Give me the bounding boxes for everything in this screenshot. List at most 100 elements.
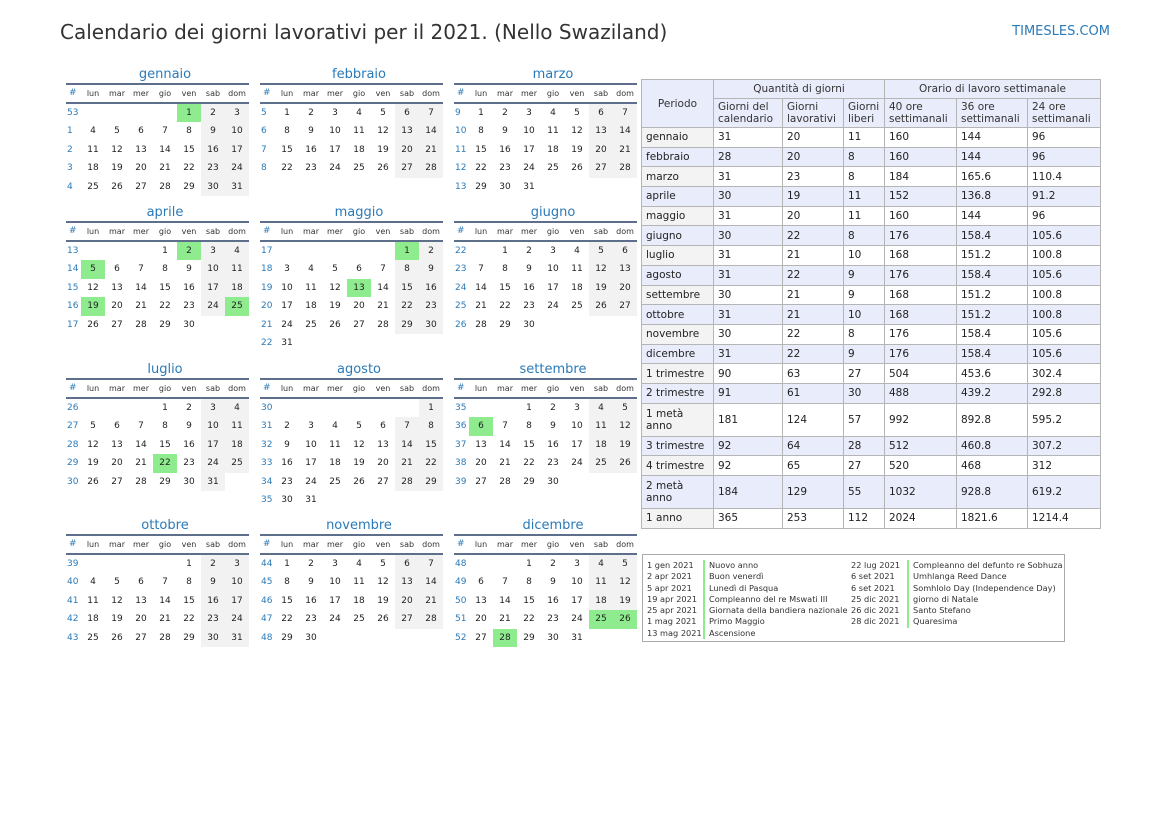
holiday-name: Nuovo anno	[703, 560, 758, 572]
day-cell: 24	[201, 297, 225, 316]
table-cell: 22	[782, 343, 844, 365]
table-cell: 31	[713, 127, 783, 148]
day-cell: 16	[281, 458, 293, 469]
day-cell: 13	[111, 439, 123, 450]
table-cell: 20	[782, 127, 844, 148]
table-cell: 144	[956, 146, 1028, 168]
empty-cell	[613, 316, 637, 335]
table-cell: 520	[884, 455, 957, 476]
empty-cell	[395, 334, 419, 353]
day-cell: 16	[523, 282, 535, 293]
day-cell: 13	[377, 439, 389, 450]
weekday-header: mar	[105, 85, 129, 104]
day-cell: 9	[308, 577, 314, 588]
month-days-grid: # lun mar mer gio ven sab dom 26 1 2 3 4 27 5 6 7 8 9 10 11 2…	[66, 378, 249, 491]
day-cell: 25	[353, 163, 365, 174]
day-cell: 9	[550, 421, 556, 432]
day-cell: 27	[111, 476, 123, 487]
day-cell: 1	[419, 398, 443, 417]
day-cell: 19	[111, 163, 123, 174]
holiday-day-cell: 25	[225, 297, 249, 316]
month-days-grid: # lun mar mer gio ven sab dom 35 1 2 3 4 5 36 6 7 8 9 10 11 1…	[454, 378, 637, 491]
day-cell: 21	[135, 301, 147, 312]
weekday-header: lun	[469, 85, 493, 104]
table-cell: 22	[782, 323, 844, 345]
day-cell: 24	[329, 614, 341, 625]
day-cell: 12	[329, 282, 341, 293]
weekday-header: mer	[129, 536, 153, 555]
day-cell: 30	[201, 177, 225, 196]
holiday-name: Primo Maggio	[703, 616, 765, 628]
week-number: 15	[67, 282, 79, 293]
table-cell: 181	[713, 402, 783, 437]
day-cell: 27	[395, 159, 419, 178]
week-number: 8	[261, 163, 267, 174]
table-cell: 176	[884, 343, 957, 365]
week-number-header: #	[66, 223, 81, 242]
day-cell: 1	[162, 402, 168, 413]
week-number: 44	[261, 558, 273, 569]
table-cell: 151.2	[956, 304, 1028, 325]
day-cell: 6	[356, 264, 362, 275]
day-cell: 1	[478, 107, 484, 118]
summary-row: giugno 30 22 8 176 158.4 105.6	[641, 225, 1101, 247]
week-number-header: #	[260, 85, 275, 104]
week-number: 52	[455, 632, 467, 643]
day-cell: 13	[135, 144, 147, 155]
day-cell: 9	[526, 264, 532, 275]
day-cell: 7	[478, 264, 484, 275]
day-cell: 29	[183, 181, 195, 192]
day-cell: 3	[225, 103, 249, 122]
day-cell: 25	[547, 163, 559, 174]
week-number: 13	[455, 181, 467, 192]
table-cell: 105.6	[1027, 343, 1101, 365]
day-cell: 11	[225, 417, 249, 436]
month-dicembre: dicembre # lun mar mer gio ven sab dom 48 1 2 3 4 5 49 6…	[454, 516, 637, 647]
day-cell: 6	[478, 577, 484, 588]
week-number: 26	[455, 319, 467, 330]
week-number: 25	[455, 301, 467, 312]
day-cell: 25	[87, 181, 99, 192]
week-number: 18	[261, 264, 273, 275]
empty-cell	[129, 242, 153, 261]
weekday-header: mar	[299, 536, 323, 555]
day-cell: 26	[589, 297, 613, 316]
empty-cell	[105, 555, 129, 574]
table-cell: 10	[843, 245, 885, 266]
day-cell: 9	[308, 126, 314, 137]
weekday-header: dom	[419, 85, 443, 104]
day-cell: 8	[395, 260, 419, 279]
row-period-label: 2 metà anno	[641, 475, 714, 509]
summary-row: 3 trimestre 92 64 28 512 460.8 307.2	[641, 435, 1101, 457]
site-link[interactable]: TIMESLES.COM	[1012, 24, 1110, 39]
holiday-date: 6 set 2021	[851, 582, 895, 593]
week-number: 32	[261, 439, 273, 450]
day-cell: 20	[395, 140, 419, 159]
table-cell: 22	[782, 225, 844, 247]
day-cell: 12	[111, 144, 123, 155]
weekday-header: sab	[395, 223, 419, 242]
weekday-header: gio	[153, 85, 177, 104]
row-period-label: giugno	[641, 225, 714, 247]
empty-cell	[565, 316, 589, 335]
empty-cell	[299, 399, 323, 418]
weekday-header: lun	[275, 85, 299, 104]
day-cell: 26	[111, 181, 123, 192]
day-cell: 1	[162, 245, 168, 256]
table-cell: 168	[884, 284, 957, 306]
empty-cell	[299, 334, 323, 353]
summary-row: gennaio 31 20 11 160 144 96	[641, 127, 1101, 148]
day-cell: 23	[183, 301, 195, 312]
empty-cell	[323, 399, 347, 418]
empty-cell	[275, 399, 299, 418]
day-cell: 15	[183, 144, 195, 155]
day-cell: 31	[523, 181, 535, 192]
day-cell: 4	[550, 107, 556, 118]
day-cell: 13	[613, 260, 637, 279]
holiday-date: 13 mag 2021	[647, 627, 702, 638]
holiday-day-cell: 2	[177, 241, 201, 260]
day-cell: 23	[305, 163, 317, 174]
table-cell: 23	[782, 166, 844, 188]
day-cell: 14	[475, 282, 487, 293]
day-cell: 10	[225, 122, 249, 141]
